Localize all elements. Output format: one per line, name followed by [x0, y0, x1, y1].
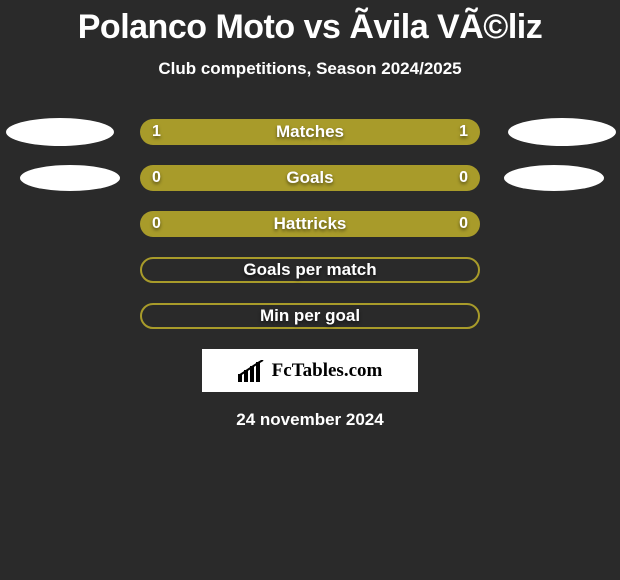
stat-bar: Min per goal [140, 303, 480, 329]
comparison-card: Polanco Moto vs Ãvila VÃ©liz Club compet… [0, 0, 620, 580]
stat-bar: Goals [140, 165, 480, 191]
stat-bar: Goals per match [140, 257, 480, 283]
stat-bar: Hattricks [140, 211, 480, 237]
stat-bar: Matches [140, 119, 480, 145]
brand-text: FcTables.com [272, 360, 383, 382]
stat-row: Min per goal [0, 293, 620, 339]
stat-value-right: 0 [459, 215, 468, 233]
stat-label: Hattricks [274, 214, 347, 234]
brand-badge: FcTables.com [202, 349, 418, 392]
stat-value-left: 0 [152, 169, 161, 187]
stat-label: Goals per match [243, 260, 376, 280]
season-subtitle: Club competitions, Season 2024/2025 [0, 59, 620, 79]
player-left-marker [6, 118, 114, 146]
stat-label: Matches [276, 122, 344, 142]
snapshot-date: 24 november 2024 [0, 410, 620, 430]
stat-row: Goals 0 0 [0, 155, 620, 201]
stat-value-left: 0 [152, 215, 161, 233]
player-right-marker [504, 165, 604, 191]
stat-row: Goals per match [0, 247, 620, 293]
bar-chart-icon [238, 360, 266, 382]
page-title: Polanco Moto vs Ãvila VÃ©liz [0, 8, 620, 47]
stat-value-right: 1 [459, 123, 468, 141]
stat-value-left: 1 [152, 123, 161, 141]
player-left-marker [20, 165, 120, 191]
stat-row: Matches 1 1 [0, 109, 620, 155]
stat-label: Min per goal [260, 306, 360, 326]
stat-label: Goals [286, 168, 333, 188]
player-right-marker [508, 118, 616, 146]
stat-row: Hattricks 0 0 [0, 201, 620, 247]
stat-value-right: 0 [459, 169, 468, 187]
stat-rows: Matches 1 1 Goals 0 0 Hattricks 0 0 Goals per mat… [0, 109, 620, 339]
